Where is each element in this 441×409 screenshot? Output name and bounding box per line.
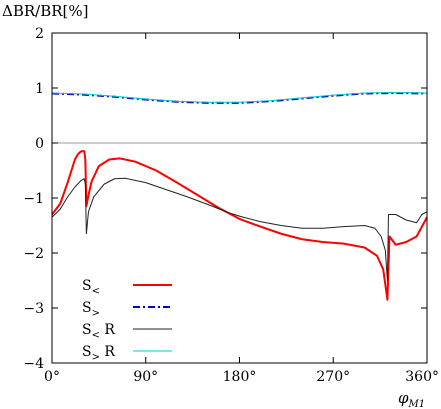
x-tick-label: 0° [44,369,60,385]
x-axis-label: φM1 [398,389,425,409]
x-tick-label: 180° [223,369,257,385]
plot-frame [51,32,428,364]
y-tick-label: −3 [23,301,44,317]
y-tick-label: −1 [23,191,44,207]
y-axis-label: ΔBR/BR[%] [2,2,88,20]
series-line-2 [51,91,428,104]
y-tick-label: −2 [23,246,44,262]
y-tick-label: 0 [35,136,44,152]
legend-label-1: S< [82,278,100,297]
y-tick-label: −4 [23,356,44,372]
y-tick-label: 2 [35,26,44,42]
y-tick-label: 1 [35,81,44,97]
series-line-1 [51,150,428,301]
x-tick-label: 360° [405,369,439,385]
legend-label-3: S< R [82,322,115,341]
legend-label-2: S> [82,300,100,319]
series-line-3 [51,177,428,281]
x-tick-label: 270° [316,369,350,385]
legend-label-4: S> R [82,344,115,363]
x-tick-label: 90° [133,369,158,385]
series-line-4 [51,91,428,103]
